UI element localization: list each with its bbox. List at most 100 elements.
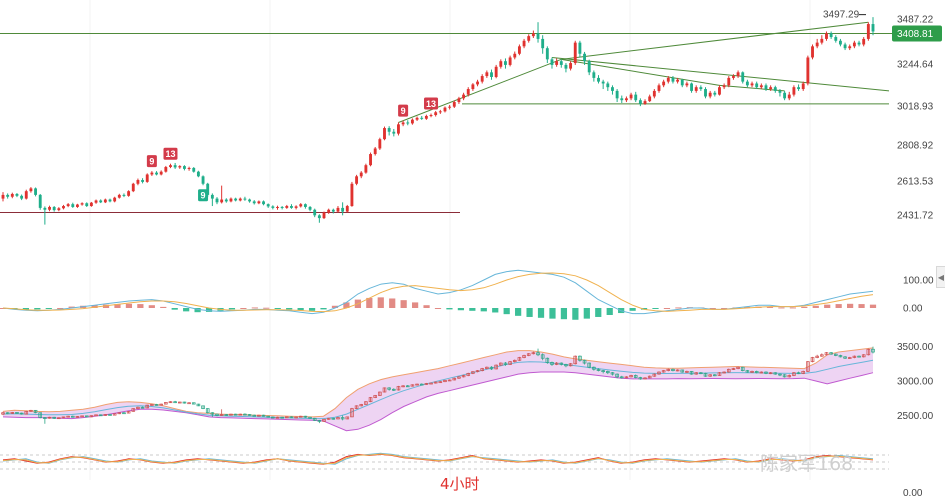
scroll-left-button[interactable]: ◀ (936, 266, 945, 288)
candle-body (485, 72, 489, 77)
band-candle-body (499, 362, 503, 366)
candle-body (634, 94, 638, 101)
candle-body (787, 94, 791, 99)
band-candle-body (619, 376, 624, 379)
band-candle-body (233, 413, 238, 416)
candle-body (708, 92, 712, 97)
macd-histogram-bar (515, 308, 522, 316)
candle-body (183, 166, 186, 169)
candle-body (117, 194, 121, 198)
band-candle-body (280, 416, 284, 419)
price-axis: 3487.22 3244.64 3018.93 2808.92 2613.53 2431.… (897, 15, 934, 222)
candle-body (434, 112, 438, 116)
band-candle-body (52, 416, 56, 419)
band-candle-body (331, 417, 336, 420)
band-candle-body (587, 362, 591, 368)
candle-body (229, 198, 233, 202)
band-candle-body (80, 415, 84, 418)
candle-body (71, 204, 75, 207)
candle-body (122, 194, 126, 196)
candle-body (866, 24, 870, 39)
candle-body (420, 117, 424, 119)
band-candle-body (568, 363, 573, 367)
band-candle-body (852, 355, 857, 358)
horizontal-levels (0, 33, 893, 214)
candle-body (317, 215, 321, 219)
macd-histogram-bar (308, 308, 316, 311)
candle-body (773, 87, 777, 91)
candle-body (345, 206, 349, 212)
candle-body (369, 154, 372, 166)
band-candle-body (145, 404, 150, 409)
candle-body (462, 94, 466, 99)
band-candle-body (675, 369, 680, 372)
band-candle-body (243, 413, 247, 416)
band-candle-body (71, 415, 75, 418)
band-candle-body (294, 416, 298, 419)
candle-body (215, 198, 219, 203)
band-candle-body (173, 401, 177, 404)
band-candle-body (796, 372, 801, 375)
candle-body (690, 83, 693, 91)
macd-histogram-bar (801, 306, 808, 308)
band-candle-body (285, 416, 289, 419)
candle-body (192, 167, 196, 172)
band-candle-body (661, 370, 666, 373)
band-candle-body (559, 362, 564, 365)
candle-body (676, 79, 680, 82)
macd-histogram-bar (812, 305, 819, 308)
candle-body (76, 204, 79, 207)
candle-body (6, 194, 10, 197)
candle-body (573, 42, 577, 64)
candle-body (471, 84, 475, 90)
candle-body (494, 66, 498, 77)
candle-body (513, 53, 517, 58)
candle-body (545, 48, 549, 60)
band-tick-label: 2500.00 (897, 411, 934, 422)
candle-body (387, 128, 391, 132)
macd-histogram-bar (572, 308, 579, 320)
candle-body (662, 81, 666, 86)
candle-body (210, 194, 214, 199)
band-candle-body (19, 412, 24, 415)
band-candle-body (112, 413, 117, 416)
candle-body (243, 198, 247, 200)
candle-body (252, 201, 256, 204)
band-candle-body (443, 379, 447, 383)
band-fill (3, 347, 873, 431)
candle-body (136, 180, 140, 184)
candle-body (704, 89, 707, 97)
candle-body (10, 193, 14, 197)
candle-body (336, 207, 340, 212)
candle-body (383, 128, 386, 140)
band-candle-body (699, 372, 703, 375)
band-candle-body (773, 372, 778, 375)
candle-body (80, 203, 84, 205)
band-candle-body (205, 408, 210, 414)
macd-histogram-bar (389, 298, 396, 308)
band-candle-body (238, 413, 243, 416)
band-candle-body (871, 348, 875, 353)
band-candle-body (312, 417, 317, 421)
band-candle-body (708, 374, 712, 377)
candle-body (43, 207, 47, 210)
band-candle-body (94, 414, 98, 417)
band-candle-body (554, 362, 559, 365)
candle-body (834, 37, 838, 41)
candle-body (392, 131, 396, 134)
candle-body (843, 44, 847, 49)
candle-body (164, 167, 168, 172)
macd-histogram-bar (125, 303, 133, 308)
macd-histogram-bar (560, 308, 568, 320)
trendline (551, 56, 890, 92)
macd-histogram-bar (228, 308, 236, 310)
band-candle-body (29, 409, 33, 412)
band-candle-body (866, 348, 871, 356)
candle-body (397, 124, 400, 134)
macd-panel: 100.00 0.00 (0, 269, 934, 320)
macd-histogram-bar (549, 308, 556, 319)
macd-histogram-bar (858, 304, 865, 308)
band-candle-body (354, 405, 359, 409)
macd-histogram-bar (503, 308, 510, 315)
macd-histogram-bar (606, 308, 613, 315)
